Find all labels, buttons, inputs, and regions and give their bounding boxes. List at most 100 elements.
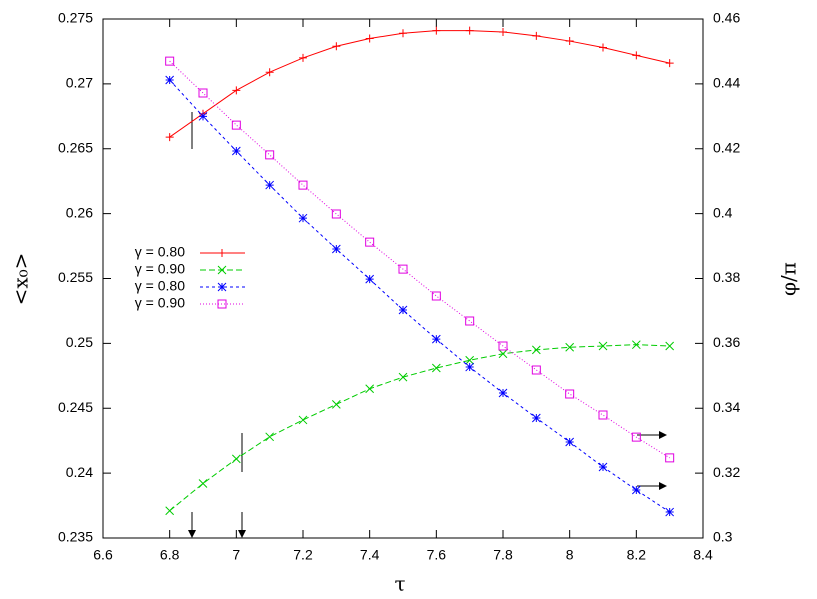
point <box>498 349 508 359</box>
plot-frame <box>102 18 704 539</box>
y2-tick-label: 0.44 <box>713 75 740 91</box>
point <box>565 389 575 399</box>
point <box>498 388 508 398</box>
point <box>565 37 574 46</box>
x-tick-label: 8.2 <box>627 547 647 563</box>
point <box>165 506 175 516</box>
point <box>531 365 541 375</box>
y2-tick-label: 0.36 <box>713 334 740 350</box>
point <box>365 274 375 284</box>
point <box>565 342 575 352</box>
y-tick-label: 0.25 <box>66 334 93 350</box>
y-tick-label: 0.275 <box>58 10 93 26</box>
x-tick-label: 7 <box>232 547 240 563</box>
point <box>232 86 241 95</box>
y2-tick-label: 0.4 <box>713 204 733 220</box>
point <box>331 244 341 254</box>
point <box>498 341 508 351</box>
point <box>432 26 441 35</box>
point <box>298 180 308 190</box>
point <box>431 334 441 344</box>
point <box>499 27 507 36</box>
x-tick-label: 7.4 <box>360 547 380 563</box>
y2-tick-label: 0.42 <box>713 139 740 155</box>
y2-tick-label: 0.46 <box>713 10 740 26</box>
x-tick-label: 7.6 <box>427 547 447 563</box>
point <box>198 111 208 121</box>
point <box>265 180 275 190</box>
point <box>531 345 541 355</box>
point <box>398 305 408 315</box>
point <box>598 462 608 472</box>
y-axis-label: <x₀> <box>9 253 33 306</box>
legend-marker <box>217 265 227 275</box>
point <box>431 363 441 373</box>
series-line <box>169 79 670 513</box>
legend-label: γ = 0.80 <box>135 244 185 260</box>
legend-label: γ = 0.90 <box>135 261 185 277</box>
point <box>398 372 408 382</box>
point <box>599 43 607 52</box>
x-tick-label: 6.6 <box>93 547 113 563</box>
series-line <box>169 344 670 512</box>
point <box>365 384 375 394</box>
annotations <box>188 112 667 538</box>
point <box>632 51 641 60</box>
legend-marker <box>218 249 226 257</box>
x-tick-label: 7.2 <box>293 547 313 563</box>
point <box>665 341 675 351</box>
point <box>465 26 474 35</box>
point <box>332 42 341 51</box>
legend-label: γ = 0.90 <box>135 295 185 311</box>
point <box>365 34 374 43</box>
point <box>431 291 441 301</box>
point <box>165 56 175 66</box>
point <box>231 146 241 156</box>
point <box>531 413 541 423</box>
point <box>265 150 275 160</box>
y-tick-label: 0.245 <box>58 399 93 415</box>
y2-tick-label: 0.3 <box>713 529 733 545</box>
point <box>565 437 575 447</box>
point <box>665 507 675 517</box>
point <box>598 410 608 420</box>
y2-tick-label: 0.34 <box>713 399 740 415</box>
point <box>198 479 208 488</box>
point <box>465 362 475 372</box>
point <box>398 264 408 274</box>
legend-label: γ = 0.80 <box>135 278 185 294</box>
point <box>532 31 541 40</box>
x-tick-label: 8 <box>566 547 574 563</box>
point <box>399 29 407 38</box>
point <box>298 415 308 425</box>
legend-marker <box>217 299 227 309</box>
y-tick-label: 0.255 <box>58 269 93 285</box>
point <box>331 400 341 409</box>
point <box>198 88 208 98</box>
point <box>265 68 274 77</box>
point <box>165 133 174 142</box>
point <box>465 355 475 365</box>
y-tick-label: 0.265 <box>58 139 93 155</box>
point <box>331 209 341 219</box>
point <box>265 432 275 442</box>
x-tick-label: 7.8 <box>493 547 513 563</box>
y-tick-label: 0.27 <box>66 75 93 91</box>
x-tick-label: 8.4 <box>693 547 713 563</box>
point <box>631 340 641 350</box>
point <box>365 237 375 247</box>
point <box>665 59 674 68</box>
x-tick-label: 6.8 <box>160 547 180 563</box>
point <box>631 485 641 495</box>
point <box>665 453 675 463</box>
point <box>231 120 241 130</box>
series-line <box>169 60 670 459</box>
y-tick-label: 0.235 <box>58 529 93 545</box>
y2-axis-label: φ/π <box>777 262 801 296</box>
point <box>299 53 307 62</box>
legend-marker <box>217 282 227 292</box>
point <box>465 316 475 326</box>
y2-tick-label: 0.32 <box>713 464 740 480</box>
series-line <box>169 30 670 138</box>
